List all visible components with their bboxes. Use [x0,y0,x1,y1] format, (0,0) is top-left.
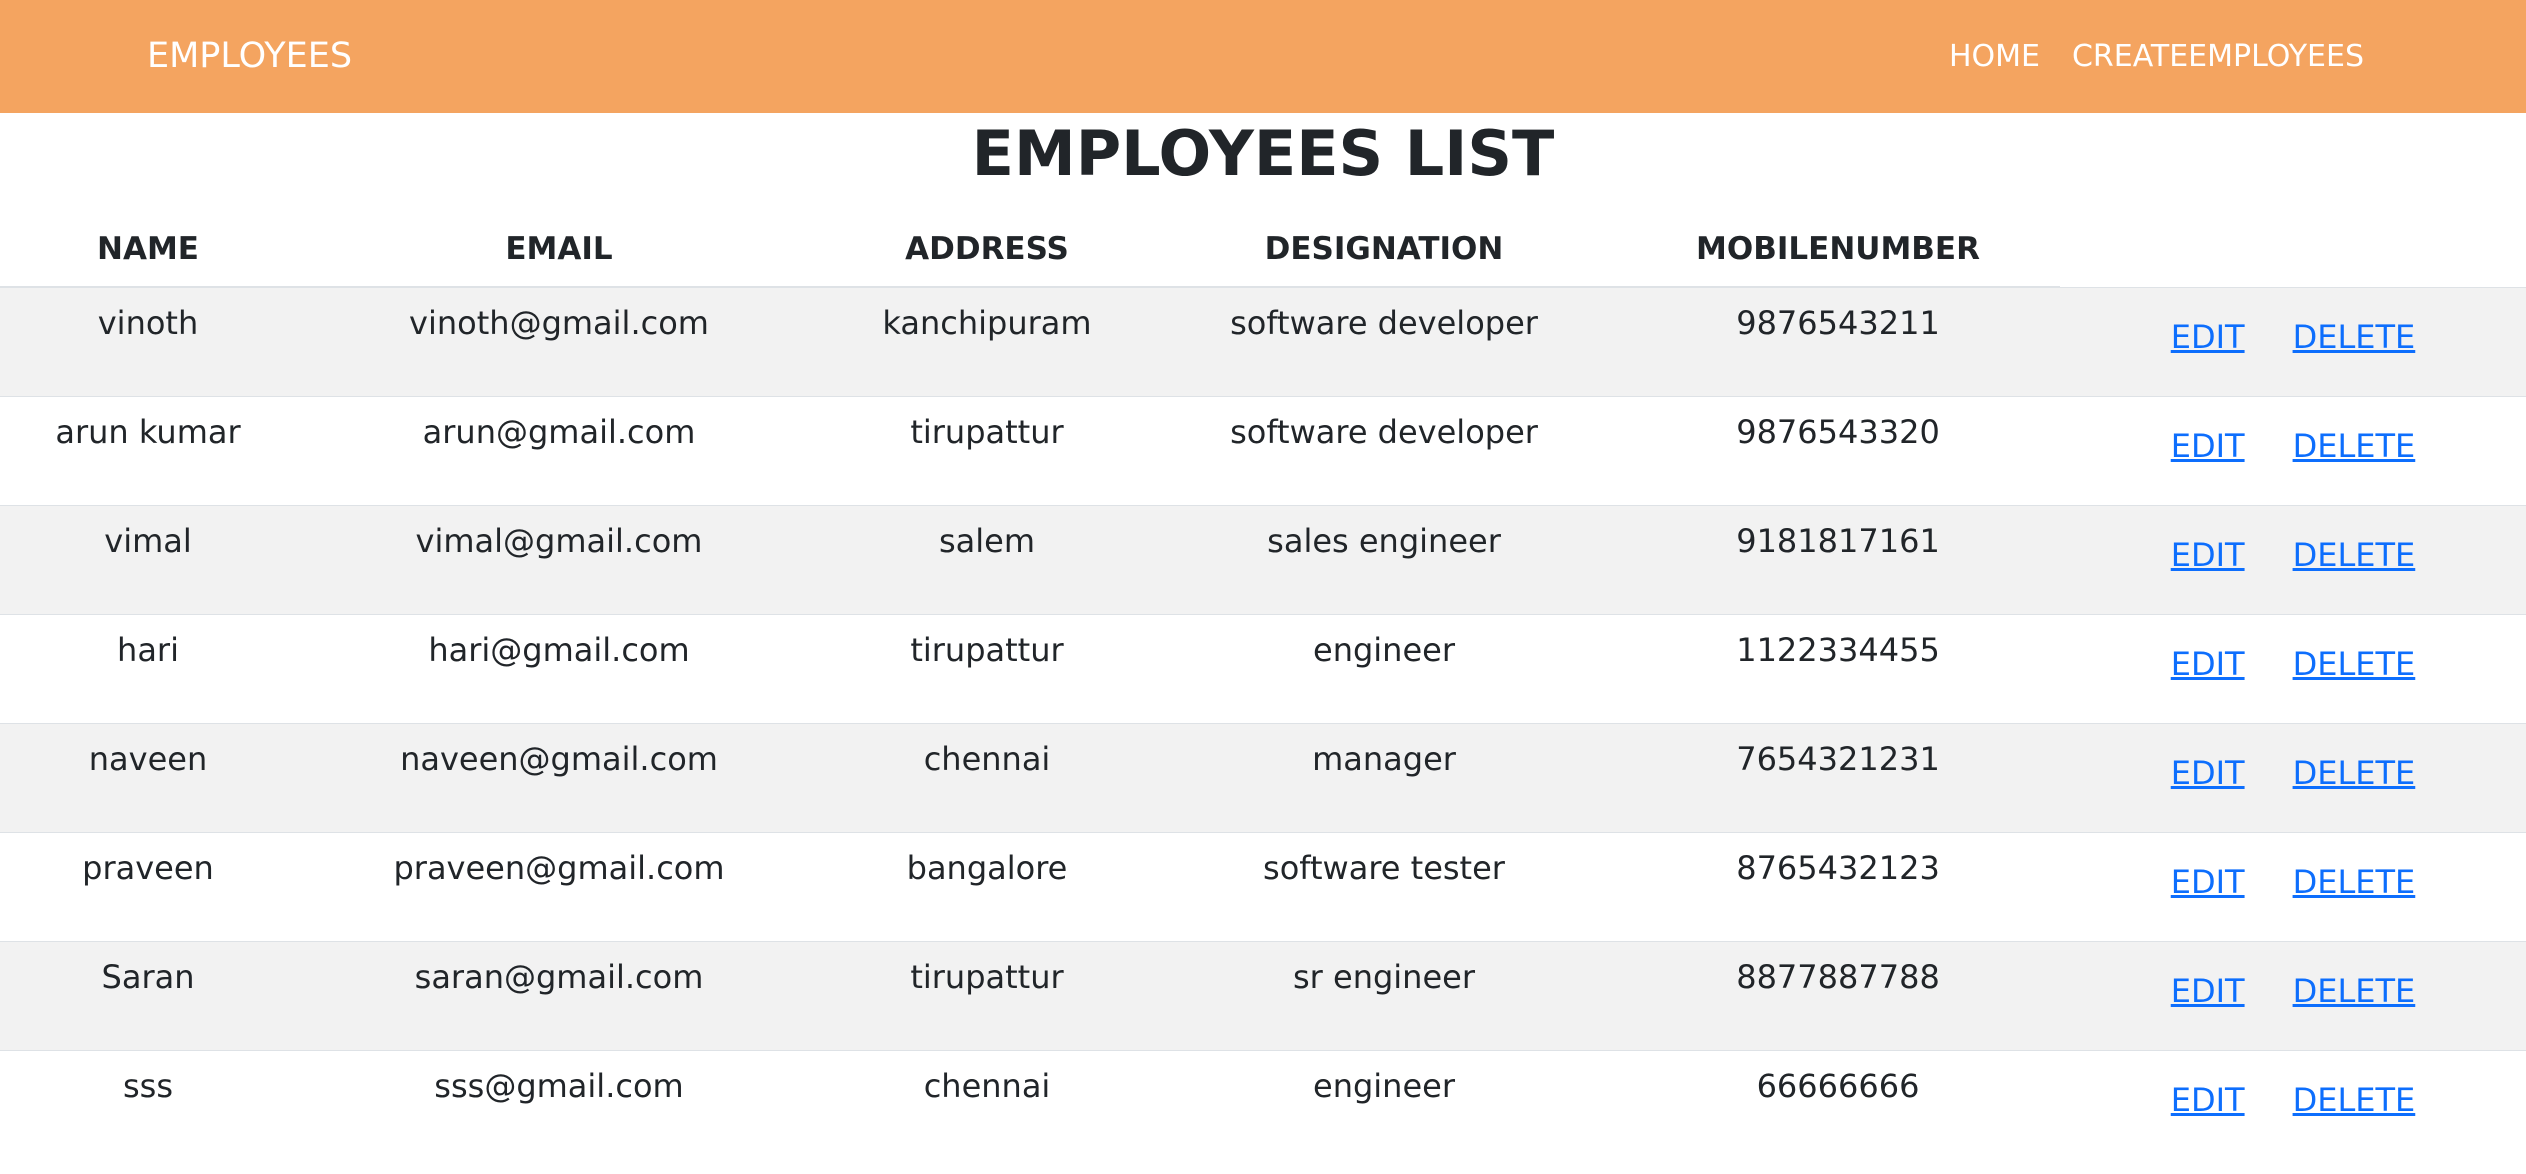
cell-mobile: 1122334455 [1616,613,2060,723]
cell-address: tirupattur [822,395,1152,505]
cell-mobile: 8765432123 [1616,831,2060,941]
cell-address: tirupattur [822,940,1152,1050]
cell-name: praveen [0,831,296,941]
header-name: NAME [0,211,296,288]
cell-email: arun@gmail.com [296,395,822,505]
table-row: Saran saran@gmail.com tirupattur sr enginee… [0,940,2526,1050]
delete-link[interactable]: DELETE [2292,971,2416,1010]
cell-mobile: 9876543211 [1616,286,2060,396]
cell-email: praveen@gmail.com [296,831,822,941]
page-title: EMPLOYEES LIST [971,117,1555,190]
cell-name: vimal [0,504,296,614]
table-row: vimal vimal@gmail.com salem sales engineer 9… [0,504,2526,614]
cell-designation: engineer [1152,613,1616,723]
delete-link[interactable]: DELETE [2292,862,2416,901]
table-row: sss sss@gmail.com chennai engineer 66666666 E… [0,1049,2526,1159]
cell-mobile: 7654321231 [1616,722,2060,832]
cell-address: bangalore [822,831,1152,941]
table-row: hari hari@gmail.com tirupattur engineer 1122… [0,613,2526,723]
cell-address: chennai [822,722,1152,832]
delete-link[interactable]: DELETE [2292,1080,2416,1119]
cell-name: arun kumar [0,395,296,505]
cell-designation: sr engineer [1152,940,1616,1050]
cell-designation: software tester [1152,831,1616,941]
cell-actions: EDIT DELETE [2060,504,2526,614]
header-email: EMAIL [296,211,822,288]
delete-link[interactable]: DELETE [2292,426,2416,465]
edit-link[interactable]: EDIT [2170,971,2245,1010]
cell-address: chennai [822,1049,1152,1159]
cell-actions: EDIT DELETE [2060,286,2526,396]
navbar: EMPLOYEES HOME CREATEEMPLOYEES [0,0,2526,113]
cell-email: sss@gmail.com [296,1049,822,1159]
header-address: ADDRESS [822,211,1152,288]
cell-mobile: 8877887788 [1616,940,2060,1050]
cell-name: vinoth [0,286,296,396]
table-header-row: NAME EMAIL ADDRESS DESIGNATION MOBILENUM… [0,211,2526,288]
cell-address: kanchipuram [822,286,1152,396]
table-row: arun kumar arun@gmail.com tirupattur softwa… [0,395,2526,505]
cell-address: salem [822,504,1152,614]
header-designation: DESIGNATION [1152,211,1616,288]
delete-link[interactable]: DELETE [2292,753,2416,792]
cell-email: vimal@gmail.com [296,504,822,614]
delete-link[interactable]: DELETE [2292,535,2416,574]
edit-link[interactable]: EDIT [2170,426,2245,465]
edit-link[interactable]: EDIT [2170,644,2245,683]
cell-designation: engineer [1152,1049,1616,1159]
edit-link[interactable]: EDIT [2170,753,2245,792]
employees-table: NAME EMAIL ADDRESS DESIGNATION MOBILENUM… [0,211,2526,1159]
cell-designation: sales engineer [1152,504,1616,614]
cell-email: vinoth@gmail.com [296,286,822,396]
header-actions [2060,211,2526,287]
header-mobilenumber: MOBILENUMBER [1616,211,2060,288]
cell-actions: EDIT DELETE [2060,940,2526,1050]
delete-link[interactable]: DELETE [2292,317,2416,356]
table-body: vinoth vinoth@gmail.com kanchipuram softwar… [0,286,2526,1159]
cell-email: naveen@gmail.com [296,722,822,832]
cell-actions: EDIT DELETE [2060,831,2526,941]
cell-mobile: 9181817161 [1616,504,2060,614]
navbar-brand[interactable]: EMPLOYEES [147,36,353,76]
cell-name: hari [0,613,296,723]
nav-link-home[interactable]: HOME [1948,39,2040,74]
cell-name: sss [0,1049,296,1159]
cell-designation: software developer [1152,286,1616,396]
cell-actions: EDIT DELETE [2060,722,2526,832]
cell-designation: manager [1152,722,1616,832]
cell-address: tirupattur [822,613,1152,723]
nav-links: HOME CREATEEMPLOYEES [1917,0,2364,113]
table-row: praveen praveen@gmail.com bangalore softwar… [0,831,2526,941]
cell-mobile: 66666666 [1616,1049,2060,1159]
delete-link[interactable]: DELETE [2292,644,2416,683]
cell-actions: EDIT DELETE [2060,395,2526,505]
cell-actions: EDIT DELETE [2060,613,2526,723]
nav-link-create-employees[interactable]: CREATEEMPLOYEES [2071,39,2364,74]
table-row: vinoth vinoth@gmail.com kanchipuram softwar… [0,286,2526,396]
cell-email: saran@gmail.com [296,940,822,1050]
edit-link[interactable]: EDIT [2170,317,2245,356]
edit-link[interactable]: EDIT [2170,535,2245,574]
cell-actions: EDIT DELETE [2060,1049,2526,1159]
table-row: naveen naveen@gmail.com chennai manager 7654… [0,722,2526,832]
cell-email: hari@gmail.com [296,613,822,723]
edit-link[interactable]: EDIT [2170,1080,2245,1119]
cell-designation: software developer [1152,395,1616,505]
edit-link[interactable]: EDIT [2170,862,2245,901]
cell-mobile: 9876543320 [1616,395,2060,505]
cell-name: Saran [0,940,296,1050]
cell-name: naveen [0,722,296,832]
